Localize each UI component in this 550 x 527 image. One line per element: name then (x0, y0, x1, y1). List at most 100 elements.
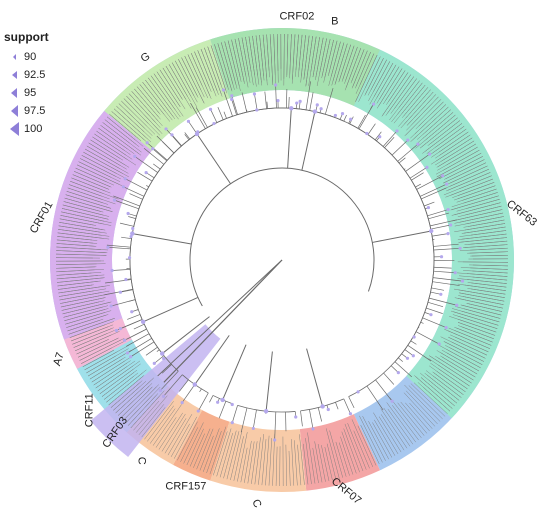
branch (421, 187, 447, 200)
tip-line (56, 243, 96, 247)
support-node (294, 415, 298, 419)
branch (427, 301, 444, 308)
branch (348, 396, 355, 409)
tip-line (458, 325, 494, 339)
tip-line (214, 44, 229, 90)
support-node (319, 107, 323, 111)
tip-line (466, 199, 500, 209)
tip-line (305, 36, 313, 87)
tip-line (386, 402, 416, 443)
tip-line (57, 232, 110, 240)
tip-line (373, 61, 391, 92)
support-node (460, 279, 465, 283)
tip-line (436, 137, 473, 162)
tip-line (74, 334, 112, 352)
tip-line (57, 277, 105, 283)
tip-line (65, 194, 112, 209)
triangle-icon (4, 105, 24, 117)
tip-line (77, 337, 119, 358)
tip-line (335, 43, 348, 84)
support-node (186, 119, 191, 123)
support-node (118, 290, 123, 294)
branch (415, 331, 440, 345)
tip-line (441, 140, 475, 162)
tip-line (327, 40, 338, 77)
tip-line (87, 349, 132, 377)
branch (128, 299, 136, 302)
branch (410, 340, 417, 345)
tip-line (259, 35, 264, 77)
tip-line (102, 122, 142, 153)
tip-line (467, 279, 507, 284)
tip-line (57, 284, 93, 290)
tip-line (254, 437, 261, 485)
tip-line (405, 390, 438, 425)
tip-line (68, 318, 115, 335)
tip-line (62, 204, 104, 216)
tip-line (463, 219, 505, 228)
support-node (129, 355, 133, 359)
tip-line (445, 345, 483, 365)
tip-line (459, 175, 492, 189)
branch (231, 99, 237, 116)
tip-line (413, 382, 448, 415)
tip-line (138, 404, 165, 436)
branch (382, 130, 398, 147)
support-node (298, 99, 302, 103)
support-node (124, 277, 128, 282)
tip-line (406, 94, 437, 126)
branch (121, 236, 132, 240)
tip-line (358, 56, 381, 102)
branch (134, 156, 158, 173)
tip-line (247, 441, 255, 484)
tip-line (113, 108, 148, 140)
support-node (263, 408, 269, 414)
tip-line (83, 151, 129, 178)
tip-line (335, 441, 347, 477)
branch (125, 333, 150, 347)
tip-line (162, 67, 183, 100)
tip-line (156, 71, 181, 107)
tip-line (223, 430, 237, 479)
tip-line (454, 216, 504, 227)
support-node (230, 420, 234, 425)
support-node (315, 103, 319, 107)
support-node (405, 356, 410, 360)
tip-line (450, 178, 494, 196)
legend-item-label: 100 (24, 123, 43, 135)
tip-line (444, 341, 485, 362)
support-node (230, 94, 234, 98)
branch (254, 93, 258, 111)
tip-line (295, 34, 299, 71)
tip-line (427, 374, 460, 401)
branch (433, 266, 452, 269)
support-node (311, 427, 315, 431)
tip-line (460, 267, 508, 270)
tip-line (117, 383, 153, 416)
tip-line (265, 435, 270, 486)
tip-line (128, 93, 161, 128)
branch (433, 247, 461, 251)
tip-line (58, 288, 107, 297)
tip-line (67, 187, 116, 205)
branch (128, 216, 136, 219)
tip-line (94, 133, 127, 156)
branch (119, 222, 134, 227)
branch (375, 379, 393, 402)
tip-line (291, 34, 296, 84)
branch (124, 328, 147, 341)
tip-line (359, 415, 383, 463)
tip-line (123, 98, 149, 124)
branch (335, 402, 339, 410)
support-node (230, 97, 234, 101)
tip-line (341, 431, 357, 474)
tip-line (288, 450, 291, 486)
support-node (106, 245, 110, 249)
branch (199, 388, 202, 393)
branch (275, 85, 277, 109)
tip-line (451, 195, 499, 211)
support-node (276, 99, 280, 103)
branch (343, 114, 347, 122)
branch (431, 287, 445, 291)
tip-line (203, 428, 220, 472)
